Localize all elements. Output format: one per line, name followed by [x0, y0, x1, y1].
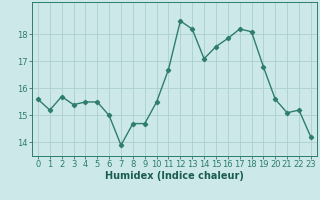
X-axis label: Humidex (Indice chaleur): Humidex (Indice chaleur) [105, 171, 244, 181]
